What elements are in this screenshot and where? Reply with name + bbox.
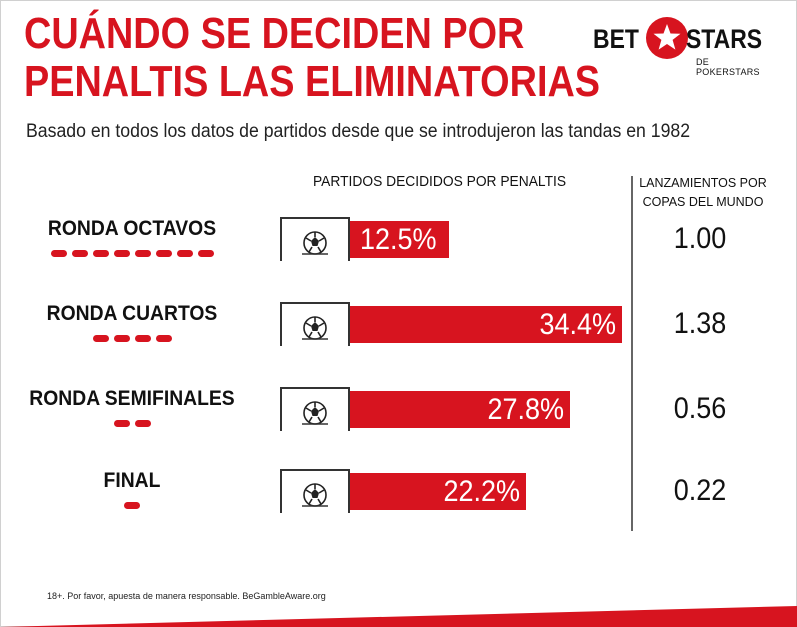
dash-mark	[92, 335, 109, 342]
goal-ball-icon	[280, 468, 350, 514]
logo-subtext: DE POKERSTARS	[696, 57, 760, 77]
goal-ball-icon	[280, 301, 350, 347]
dash-mark	[113, 420, 130, 427]
column-header-shootouts-line-1: LANZAMIENTOS POR	[639, 176, 767, 190]
logo-bet-text: BET	[593, 24, 639, 54]
bar-value-label: 12.5%	[360, 223, 437, 256]
bar-value-label: 34.4%	[539, 308, 616, 341]
round-dashes	[113, 420, 151, 427]
row-label: FINAL	[103, 469, 161, 492]
dash-mark	[176, 250, 193, 257]
dash-mark	[92, 250, 109, 257]
dash-mark	[155, 335, 172, 342]
column-divider	[631, 176, 633, 531]
dash-mark	[134, 250, 151, 257]
shootout-value: 1.38	[673, 307, 727, 340]
bar-value-label: 22.2%	[443, 475, 520, 508]
bar	[350, 473, 526, 510]
dash-mark	[134, 420, 151, 427]
dash-mark	[197, 250, 214, 257]
subtitle: Basado en todos los datos de partidos de…	[26, 121, 691, 142]
dash-mark	[124, 502, 140, 509]
betstars-logo: BET STARS DE POKERSTARS	[593, 17, 773, 77]
footer-disclaimer: 18+. Por favor, apuesta de manera respon…	[47, 591, 326, 601]
row-label: RONDA SEMIFINALES	[29, 387, 235, 410]
row-label: RONDA CUARTOS	[46, 302, 218, 325]
round-dashes	[92, 335, 172, 342]
dash-mark	[71, 250, 88, 257]
column-header-penalties: PARTIDOS DECIDIDOS POR PENALTIS	[313, 173, 567, 190]
star-icon	[646, 17, 688, 59]
bar	[350, 221, 449, 258]
round-dashes	[124, 502, 140, 509]
round-dashes	[50, 250, 214, 257]
title-line-1: CUÁNDO SE DECIDEN POR	[24, 9, 525, 58]
shootout-value: 0.56	[673, 392, 727, 425]
dash-mark	[155, 250, 172, 257]
shootout-value: 0.22	[673, 474, 727, 507]
goal-ball-icon	[280, 216, 350, 262]
column-header-shootouts: LANZAMIENTOS POR COPAS DEL MUNDO	[620, 174, 786, 212]
dash-mark	[50, 250, 67, 257]
page-title: CUÁNDO SE DECIDEN POR PENALTIS LAS ELIMI…	[24, 10, 600, 106]
bar	[350, 391, 570, 428]
goal-ball-icon	[280, 386, 350, 432]
title-line-2: PENALTIS LAS ELIMINATORIAS	[24, 57, 601, 106]
dash-mark	[113, 335, 130, 342]
logo-stars-text: STARS	[686, 24, 763, 54]
dash-mark	[113, 250, 130, 257]
shootout-value: 1.00	[673, 222, 727, 255]
bar-value-label: 27.8%	[487, 393, 564, 426]
column-header-shootouts-line-2: COPAS DEL MUNDO	[642, 195, 764, 209]
bar	[350, 306, 622, 343]
row-label: RONDA OCTAVOS	[47, 217, 217, 240]
dash-mark	[134, 335, 151, 342]
